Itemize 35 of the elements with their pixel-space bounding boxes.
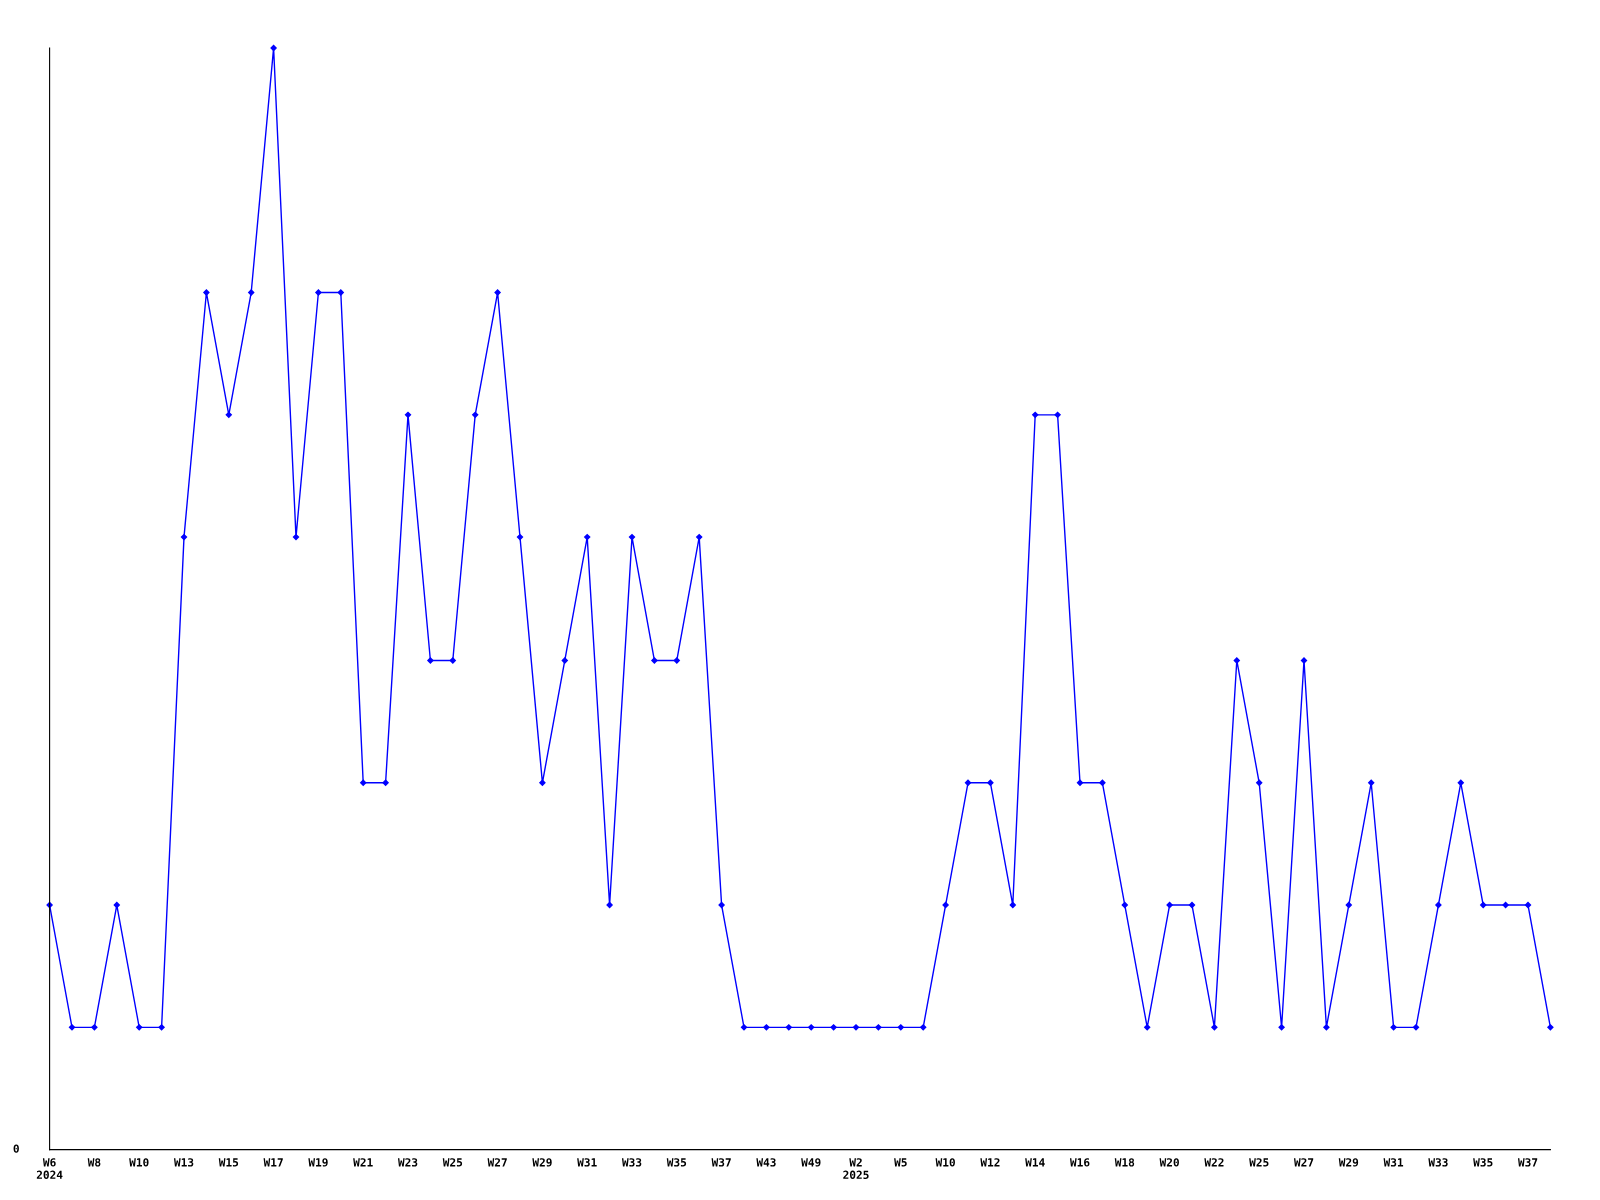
x-tick-label: W19 [308,1158,328,1167]
x-tick-label: W22 [1204,1158,1224,1167]
text: 0 [13,1144,19,1153]
x-tick-label: W17 [263,1158,283,1167]
x-tick-label: W25 [442,1158,463,1167]
x-tick-label: W6 2024 [36,1158,63,1179]
x-tick-label: W43 [756,1158,776,1167]
x-tick-label: W10 [935,1158,955,1167]
x-tick-label: W8 [87,1158,101,1167]
x-tick-label: W27 [1293,1158,1314,1167]
x-tick-label: W10 [129,1158,149,1167]
x-tick-label: W21 [353,1158,373,1167]
x-tick-label: W33 [1428,1158,1448,1167]
x-tick-label: W5 [894,1158,907,1167]
x-tick-label: W20 [1159,1158,1179,1167]
x-tick-label: W25 [1249,1158,1269,1167]
x-tick-label: W29 [532,1158,552,1167]
x-tick-label: W23 [397,1158,418,1167]
x-tick-label: W16 [1069,1158,1090,1167]
x-tick-label: W18 [1114,1158,1135,1167]
x-tick-label: W12 [980,1158,1000,1167]
x-tick-label: W31 [577,1158,597,1167]
x-tick-label: W2 2025 [843,1158,869,1179]
x-tick-label: W29 [1338,1158,1359,1167]
x-tick-label: W35 [666,1158,687,1167]
x-tick-label: W14 [1025,1158,1045,1167]
x-tick-label: W37 [711,1158,731,1167]
x-tick-label: W37 [1517,1158,1538,1167]
x-tick-label: W31 [1383,1158,1404,1167]
x-tick-label: W35 [1473,1158,1493,1167]
x-tick-label: W15 [218,1158,239,1167]
x-tick-label: W13 [173,1158,194,1167]
x-tick-label: W49 [801,1158,821,1167]
x-tick-label: W27 [487,1158,507,1167]
x-tick-label: W33 [621,1158,642,1167]
